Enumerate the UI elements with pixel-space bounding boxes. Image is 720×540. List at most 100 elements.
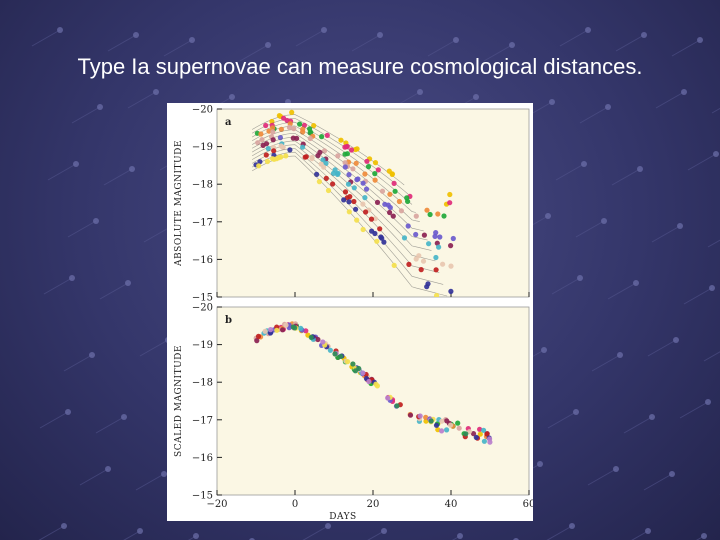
data-point — [325, 187, 332, 194]
data-point — [270, 156, 276, 162]
background-node — [473, 94, 479, 100]
data-point — [335, 153, 341, 159]
data-point — [463, 431, 469, 437]
y-tick-label: −20 — [192, 303, 213, 314]
background-line — [591, 354, 621, 372]
background-line — [671, 39, 701, 57]
background-line — [647, 339, 677, 357]
background-line — [687, 153, 717, 171]
data-point — [265, 146, 271, 152]
data-point — [346, 209, 352, 215]
panel-label: a — [225, 117, 232, 128]
background-line — [95, 416, 125, 434]
data-point — [368, 216, 375, 222]
data-point — [327, 347, 333, 353]
y-axis-title: ABSOLUTE MAGNITUDE — [174, 140, 184, 267]
data-point — [362, 195, 368, 201]
data-point — [447, 191, 453, 198]
data-point — [421, 232, 427, 238]
background-line — [71, 106, 101, 124]
data-point — [320, 339, 326, 345]
data-point — [281, 115, 287, 121]
panel-a: a −20 −19 −18 −17 −16 −15 ABSOLUTE MAGNITUDE — [174, 105, 530, 304]
data-point — [423, 418, 429, 424]
data-point — [385, 202, 391, 208]
background-node — [545, 213, 551, 219]
data-point — [307, 135, 313, 142]
data-point — [387, 209, 393, 216]
background-line — [367, 530, 385, 540]
data-point — [354, 217, 360, 223]
background-node — [705, 399, 711, 405]
template-curve — [251, 136, 428, 241]
data-point — [481, 427, 487, 433]
data-point — [391, 262, 397, 268]
background-line — [67, 220, 97, 238]
data-point — [433, 254, 439, 261]
data-point — [338, 353, 344, 359]
background-node — [381, 528, 387, 534]
background-node — [541, 347, 547, 353]
data-point — [350, 361, 356, 367]
background-node — [681, 89, 687, 95]
data-point — [435, 211, 441, 217]
data-point — [372, 177, 378, 183]
background-line — [611, 168, 641, 186]
data-point — [379, 188, 386, 194]
x-tick-label: 0 — [292, 499, 298, 510]
background-line — [587, 468, 617, 486]
data-point — [377, 226, 383, 232]
data-point — [323, 175, 329, 181]
y-tick-label: −16 — [192, 453, 213, 464]
background-line — [555, 163, 585, 181]
background-node — [93, 218, 99, 224]
data-point — [374, 383, 380, 389]
data-point — [385, 395, 391, 401]
data-point — [270, 125, 276, 131]
data-point — [425, 281, 431, 287]
y-tick-label: −20 — [192, 105, 213, 116]
slide-title: Type Ia supernovae can measure cosmologi… — [77, 54, 643, 79]
background-line — [135, 473, 165, 491]
data-point — [363, 186, 370, 192]
background-line — [295, 29, 325, 47]
background-line — [99, 282, 129, 300]
background-node — [189, 37, 195, 43]
data-point — [353, 206, 359, 212]
background-node — [325, 523, 331, 529]
background-line — [631, 530, 649, 540]
data-point — [289, 109, 295, 115]
background-node — [125, 280, 131, 286]
background-line — [643, 473, 673, 491]
data-point — [374, 238, 380, 244]
template-curve — [251, 121, 413, 205]
data-point — [375, 167, 381, 173]
background-node — [605, 104, 611, 110]
data-point — [302, 154, 308, 160]
data-point — [447, 200, 453, 206]
data-point — [444, 418, 450, 424]
background-node — [649, 414, 655, 420]
data-point — [398, 208, 404, 214]
data-point — [362, 171, 368, 177]
background-node — [677, 223, 683, 229]
background-line — [187, 535, 197, 540]
background-node — [265, 42, 271, 48]
background-node — [633, 280, 639, 286]
background-node — [89, 352, 95, 358]
data-point — [448, 422, 454, 428]
data-point — [436, 244, 442, 250]
background-line — [451, 535, 461, 540]
data-point — [291, 126, 297, 132]
data-point — [477, 431, 483, 437]
data-point — [345, 181, 352, 187]
data-point — [433, 422, 440, 428]
background-line — [703, 351, 720, 362]
background-line — [695, 535, 705, 540]
data-point — [323, 160, 329, 166]
background-node — [709, 285, 715, 291]
background-node — [105, 466, 111, 472]
data-point — [406, 261, 412, 267]
data-point — [440, 261, 446, 267]
data-point — [439, 428, 445, 434]
